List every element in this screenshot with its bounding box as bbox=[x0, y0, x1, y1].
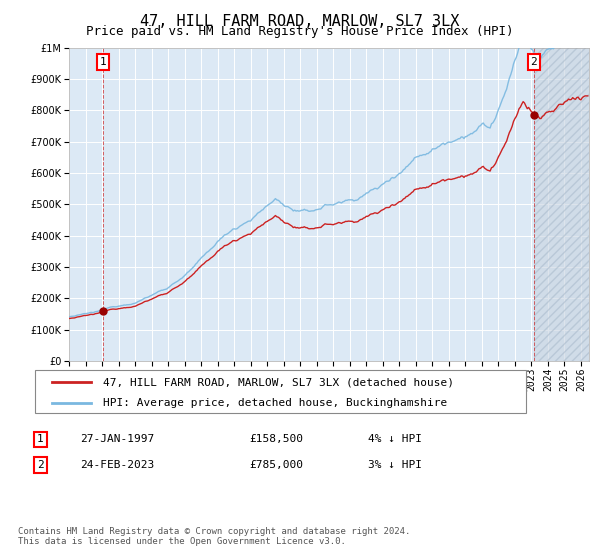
Text: Price paid vs. HM Land Registry's House Price Index (HPI): Price paid vs. HM Land Registry's House … bbox=[86, 25, 514, 38]
Text: 3% ↓ HPI: 3% ↓ HPI bbox=[368, 460, 422, 470]
Text: 47, HILL FARM ROAD, MARLOW, SL7 3LX (detached house): 47, HILL FARM ROAD, MARLOW, SL7 3LX (det… bbox=[103, 377, 454, 388]
Text: 4% ↓ HPI: 4% ↓ HPI bbox=[368, 435, 422, 444]
Text: 1: 1 bbox=[100, 57, 107, 67]
Text: Contains HM Land Registry data © Crown copyright and database right 2024.
This d: Contains HM Land Registry data © Crown c… bbox=[18, 526, 410, 546]
Text: 47, HILL FARM ROAD, MARLOW, SL7 3LX: 47, HILL FARM ROAD, MARLOW, SL7 3LX bbox=[140, 14, 460, 29]
Text: 2: 2 bbox=[37, 460, 44, 470]
Text: £785,000: £785,000 bbox=[249, 460, 303, 470]
Text: 27-JAN-1997: 27-JAN-1997 bbox=[80, 435, 154, 444]
Text: HPI: Average price, detached house, Buckinghamshire: HPI: Average price, detached house, Buck… bbox=[103, 398, 447, 408]
Text: £158,500: £158,500 bbox=[249, 435, 303, 444]
Bar bbox=[534, 48, 589, 361]
Text: 1: 1 bbox=[37, 435, 44, 444]
Text: 24-FEB-2023: 24-FEB-2023 bbox=[80, 460, 154, 470]
Text: 2: 2 bbox=[530, 57, 537, 67]
